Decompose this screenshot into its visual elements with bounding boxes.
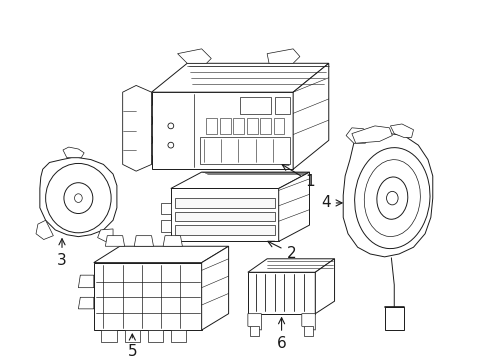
Polygon shape — [78, 275, 94, 288]
Polygon shape — [384, 307, 403, 330]
Polygon shape — [174, 225, 274, 235]
Polygon shape — [170, 172, 309, 189]
Polygon shape — [122, 85, 151, 171]
Polygon shape — [220, 118, 230, 134]
Polygon shape — [174, 212, 274, 221]
Polygon shape — [161, 203, 170, 215]
Polygon shape — [170, 189, 278, 242]
Text: 4: 4 — [321, 195, 342, 211]
Polygon shape — [246, 118, 257, 134]
Polygon shape — [247, 259, 334, 272]
Polygon shape — [147, 330, 163, 342]
Polygon shape — [199, 138, 290, 165]
Polygon shape — [346, 128, 368, 143]
Polygon shape — [142, 143, 151, 155]
Polygon shape — [124, 330, 140, 342]
Polygon shape — [278, 172, 309, 242]
Text: 6: 6 — [276, 318, 286, 351]
Polygon shape — [163, 236, 182, 246]
Text: 3: 3 — [57, 239, 67, 268]
Text: 1: 1 — [282, 165, 315, 189]
Polygon shape — [247, 272, 315, 314]
Polygon shape — [247, 314, 261, 330]
Ellipse shape — [386, 192, 397, 205]
Text: 5: 5 — [127, 334, 137, 359]
Polygon shape — [36, 220, 53, 239]
Polygon shape — [206, 118, 217, 134]
Polygon shape — [351, 126, 391, 143]
Circle shape — [167, 142, 173, 148]
Polygon shape — [105, 236, 124, 246]
Polygon shape — [94, 246, 228, 263]
Polygon shape — [260, 118, 270, 134]
Polygon shape — [98, 229, 113, 242]
Polygon shape — [40, 158, 117, 237]
Polygon shape — [303, 326, 313, 336]
Polygon shape — [301, 314, 315, 330]
Polygon shape — [174, 198, 274, 208]
Polygon shape — [233, 118, 244, 134]
Polygon shape — [63, 147, 84, 158]
Polygon shape — [273, 118, 284, 134]
Polygon shape — [201, 246, 228, 330]
Polygon shape — [240, 97, 270, 114]
Polygon shape — [315, 259, 334, 314]
Text: 2: 2 — [267, 241, 295, 261]
Polygon shape — [249, 326, 259, 336]
Polygon shape — [177, 49, 211, 63]
Polygon shape — [389, 124, 413, 138]
Polygon shape — [151, 92, 292, 169]
Polygon shape — [343, 134, 432, 257]
Polygon shape — [266, 49, 299, 63]
Circle shape — [167, 123, 173, 129]
Polygon shape — [274, 97, 290, 114]
Polygon shape — [78, 297, 94, 309]
Polygon shape — [151, 63, 328, 92]
Polygon shape — [94, 263, 201, 330]
Polygon shape — [142, 105, 151, 116]
Polygon shape — [102, 330, 117, 342]
Polygon shape — [292, 63, 328, 169]
Polygon shape — [134, 236, 153, 246]
Polygon shape — [170, 330, 186, 342]
Polygon shape — [161, 220, 170, 232]
Polygon shape — [142, 124, 151, 135]
